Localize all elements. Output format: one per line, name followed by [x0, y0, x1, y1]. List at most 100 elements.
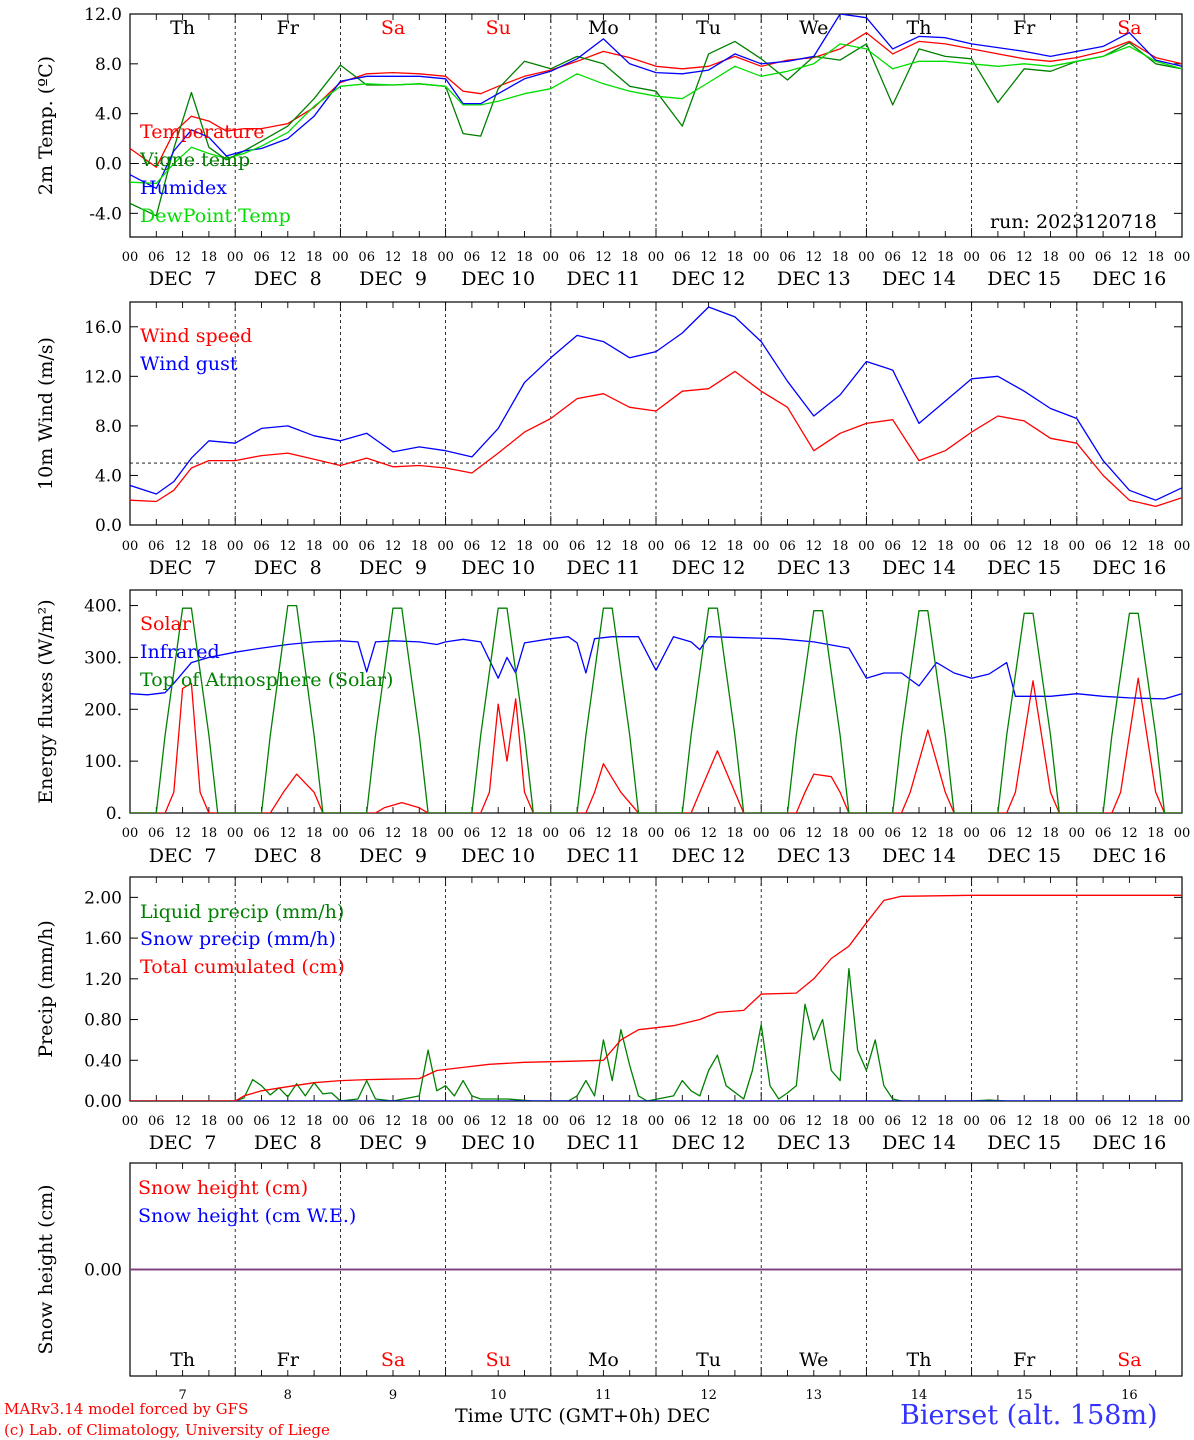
day-name-label: Su — [486, 17, 511, 39]
date-label: DEC 13 — [777, 845, 851, 867]
hour-tick-label: 12 — [1016, 250, 1033, 265]
y-tick-label: 0.00 — [84, 1092, 122, 1112]
hour-tick-label: 18 — [1042, 826, 1059, 841]
date-label: DEC 12 — [672, 845, 746, 867]
hour-tick-label: 06 — [1095, 539, 1112, 554]
panel-4: 0.00 0.40 0.80 1.20 1.60 2.00 Precip (mm/h) Liq… — [35, 876, 1191, 1154]
hour-tick-label: 18 — [516, 826, 533, 841]
hour-tick-label: 06 — [884, 250, 901, 265]
y-tick-label: 12.0 — [84, 367, 122, 387]
series-group — [130, 14, 1182, 217]
hour-tick-label: 18 — [937, 250, 954, 265]
panel-1: -4.0 0.0 4.0 8.0 12.0 2m Temp. (ºC) Temperatur… — [35, 5, 1190, 290]
hour-tick-label: 18 — [516, 250, 533, 265]
series-line-1 — [130, 967, 1182, 1101]
hour-tick-label: 06 — [464, 539, 481, 554]
hour-tick-label: 00 — [332, 539, 349, 554]
hour-tick-label: 18 — [1147, 539, 1164, 554]
hour-tick-label: 12 — [1016, 539, 1033, 554]
hour-tick-label: 00 — [437, 826, 454, 841]
hour-tick-label: 18 — [306, 826, 323, 841]
date-label: DEC 14 — [882, 845, 956, 867]
hour-tick-label: 12 — [700, 826, 717, 841]
hour-tick-label: 06 — [148, 539, 165, 554]
day-name-label: Tu — [696, 17, 721, 39]
hour-tick-label: 12 — [174, 250, 191, 265]
day-name-label: Fr — [1013, 17, 1036, 39]
hour-tick-label: 00 — [1174, 1114, 1191, 1129]
y-tick-label: 8.0 — [95, 417, 122, 437]
hour-tick-label: 12 — [911, 250, 928, 265]
date-label: DEC 15 — [987, 268, 1061, 290]
legend-entry: Wind gust — [140, 353, 238, 375]
hour-tick-label: 12 — [700, 539, 717, 554]
hour-tick-label: 18 — [937, 826, 954, 841]
hour-tick-label: 12 — [700, 250, 717, 265]
plot-frame — [129, 589, 1183, 814]
series-line-3 — [130, 14, 1182, 190]
y-tick-label: 300. — [84, 648, 122, 668]
hour-tick-label: 00 — [753, 826, 770, 841]
hour-tick-label: 06 — [464, 1114, 481, 1129]
date-label: DEC 9 — [359, 268, 427, 290]
hour-tick-label: 12 — [385, 539, 402, 554]
hour-tick-label: 06 — [148, 1114, 165, 1129]
hour-tick-label: 12 — [280, 250, 297, 265]
y-tick-label: 0.0 — [95, 516, 122, 536]
hour-tick-label: 00 — [543, 1114, 560, 1129]
hour-tick-label: 12 — [174, 539, 191, 554]
date-label: DEC 7 — [149, 1132, 217, 1154]
hour-tick-label: 00 — [332, 826, 349, 841]
hour-tick-label: 18 — [201, 539, 218, 554]
hour-tick-label: 06 — [358, 250, 375, 265]
hour-tick-label: 06 — [1095, 1114, 1112, 1129]
hour-tick-label: 06 — [884, 1114, 901, 1129]
date-label: DEC 16 — [1092, 1132, 1166, 1154]
legend-entry: DewPoint Temp — [140, 205, 291, 227]
hour-tick-label: 18 — [201, 826, 218, 841]
series-line-3 — [130, 894, 1182, 1101]
hour-tick-label: 18 — [1147, 826, 1164, 841]
series-line-3 — [130, 604, 1182, 813]
hour-tick-label: 12 — [1121, 826, 1138, 841]
day-name-label: Tu — [696, 1349, 721, 1371]
hour-tick-label: 00 — [122, 826, 139, 841]
hour-tick-label: 00 — [858, 1114, 875, 1129]
date-label: DEC 15 — [987, 557, 1061, 579]
series-group — [130, 306, 1182, 508]
hour-tick-label: 00 — [437, 1114, 454, 1129]
y-tick-label: 0.80 — [84, 1011, 122, 1031]
hour-tick-label: 18 — [306, 1114, 323, 1129]
hour-tick-label: 00 — [543, 826, 560, 841]
hour-tick-label: 12 — [385, 1114, 402, 1129]
date-label: DEC 11 — [566, 1132, 640, 1154]
legend-entry: Top of Atmosphere (Solar) — [140, 669, 393, 691]
hour-tick-label: 06 — [990, 539, 1007, 554]
hour-tick-label: 00 — [332, 250, 349, 265]
hour-tick-label: 12 — [385, 250, 402, 265]
date-label: DEC 7 — [149, 845, 217, 867]
hour-tick-label: 06 — [990, 1114, 1007, 1129]
date-label: DEC 12 — [672, 557, 746, 579]
hour-tick-label: 06 — [990, 250, 1007, 265]
date-label: DEC 16 — [1092, 268, 1166, 290]
hour-tick-label: 00 — [753, 539, 770, 554]
hour-tick-label: 06 — [148, 250, 165, 265]
hour-tick-label: 00 — [1069, 826, 1086, 841]
hour-tick-label: 06 — [674, 250, 691, 265]
hour-tick-label: 18 — [1042, 250, 1059, 265]
hour-tick-label: 00 — [648, 250, 665, 265]
legend-entry: Vigne temp — [139, 149, 250, 171]
hour-tick-label: 00 — [648, 1114, 665, 1129]
date-label: DEC 7 — [149, 268, 217, 290]
date-label: DEC 9 — [359, 557, 427, 579]
hour-tick-label: 18 — [516, 1114, 533, 1129]
hour-tick-label: 12 — [1121, 250, 1138, 265]
date-label: DEC 13 — [777, 268, 851, 290]
hour-tick-label: 18 — [621, 539, 638, 554]
hour-tick-label: 00 — [648, 826, 665, 841]
date-label: DEC 11 — [566, 268, 640, 290]
station-label: Bierset (alt. 158m) — [900, 1400, 1158, 1431]
day-name-label: Th — [170, 1349, 195, 1371]
hour-tick-label: 00 — [753, 250, 770, 265]
